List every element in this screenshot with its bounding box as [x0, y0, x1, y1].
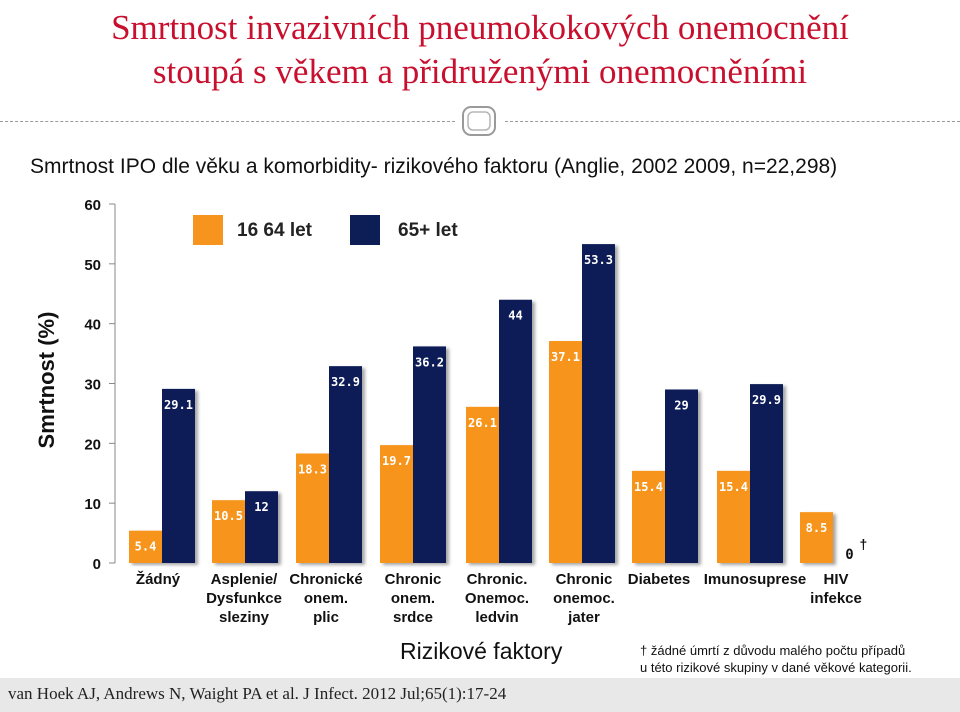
y-tick-label: 0: [93, 556, 101, 573]
y-tick-label: 40: [84, 317, 101, 334]
bar-age-65-plus: [665, 389, 698, 563]
x-category-label: Diabetes: [627, 571, 691, 588]
title-line-1: Smrtnost invazivních pneumokokových onem…: [111, 8, 849, 47]
bar-age-65-plus: [582, 244, 615, 564]
x-category-label: Chronic. Onemoc. ledvin: [464, 571, 530, 626]
legend-swatch-age-16-64: [193, 215, 223, 245]
y-tick-label: 60: [84, 197, 101, 214]
bar-value-label: 18.3: [298, 463, 327, 477]
bar-age-16-64: [296, 453, 329, 563]
y-tick-label: 50: [84, 257, 101, 274]
citation: van Hoek AJ, Andrews N, Waight PA et al.…: [8, 684, 507, 703]
legend-label-age-65-plus: 65+ let: [398, 220, 458, 241]
bar-value-label: 29.9: [752, 393, 781, 407]
bar-value-label: 37.1: [551, 350, 580, 364]
bar-chart: 0 10 20 30 40 50 60 5.4 10.5 18.3 19.7 26.1 37.1 15.4…: [84, 197, 868, 573]
bar-age-16-64: [549, 341, 582, 563]
x-category-label: Žádný: [135, 571, 181, 588]
bar-age-16-64: [212, 500, 245, 563]
x-category-label: Chronic onem. srdce: [384, 571, 442, 626]
bar-value-label: 53.3: [584, 253, 613, 267]
bar-value-label: 15.4: [719, 480, 748, 494]
bar-age-65-plus: [245, 491, 278, 563]
bar-value-label: 29: [674, 398, 688, 412]
bar-value-label: 5.4: [135, 540, 157, 554]
bar-value-label: 0: [845, 547, 853, 563]
footnote-line-2: u této rizikové skupiny v dané věkové ka…: [640, 660, 912, 675]
bar-value-label: 19.7: [382, 454, 411, 468]
x-category-label: Imunosuprese: [703, 571, 807, 588]
footnote-line-1: † žádné úmrtí z důvodu malého počtu příp…: [640, 643, 906, 658]
y-tick-label: 10: [84, 496, 101, 513]
separator-ornament-icon: [462, 106, 496, 136]
x-axis-label: Rizikové faktory: [400, 638, 563, 664]
bar-value-label: 12: [254, 500, 268, 514]
bar-age-16-64: [632, 470, 665, 563]
bar-age-16-64: [466, 406, 499, 563]
legend-swatch-age-65-plus: [350, 215, 380, 245]
bar-age-16-64: [800, 512, 833, 563]
x-category-label: Asplenie/ Dysfunkce sleziny: [206, 571, 282, 626]
bar-age-16-64: [380, 445, 413, 563]
x-category-label: Chronic onemoc. jater: [553, 571, 615, 626]
y-tick-label: 30: [84, 377, 101, 394]
y-tick-label: 20: [84, 436, 101, 453]
x-category-label: Chronické onem. plic: [289, 571, 363, 626]
bar-value-label: 32.9: [331, 375, 360, 389]
bar-value-label: 29.1: [164, 398, 193, 412]
separator-right: [505, 121, 960, 122]
annotation-dagger: †: [860, 536, 868, 552]
bar-age-65-plus: [162, 388, 195, 563]
footnote: † žádné úmrtí z důvodu malého počtu příp…: [640, 642, 912, 676]
title-line-2: stoupá s věkem a přidruženými onemocnění…: [152, 52, 808, 91]
bar-age-16-64: [129, 530, 162, 563]
bar-value-label: 26.1: [468, 416, 497, 430]
legend-label-age-16-64: 16 64 let: [237, 220, 312, 241]
bar-value-label: 15.4: [634, 480, 663, 494]
citation-bar: [0, 678, 960, 712]
bar-age-65-plus: [413, 346, 446, 563]
chart-subtitle: Smrtnost IPO dle věku a komorbidity- riz…: [30, 155, 838, 178]
bar-age-65-plus: [329, 366, 362, 563]
separator-left: [0, 121, 455, 122]
bar-age-65-plus: [499, 299, 532, 563]
bar-value-label: 36.2: [415, 355, 444, 369]
bar-value-label: 10.5: [214, 509, 243, 523]
page-title: Smrtnost invazivních pneumokokových onem…: [0, 6, 960, 94]
bar-age-65-plus: [750, 384, 783, 563]
bar-value-label: 8.5: [806, 521, 828, 535]
x-category-label: HIV infekce: [810, 571, 862, 607]
bar-age-16-64: [717, 470, 750, 563]
bar-value-label: 44: [508, 309, 522, 323]
